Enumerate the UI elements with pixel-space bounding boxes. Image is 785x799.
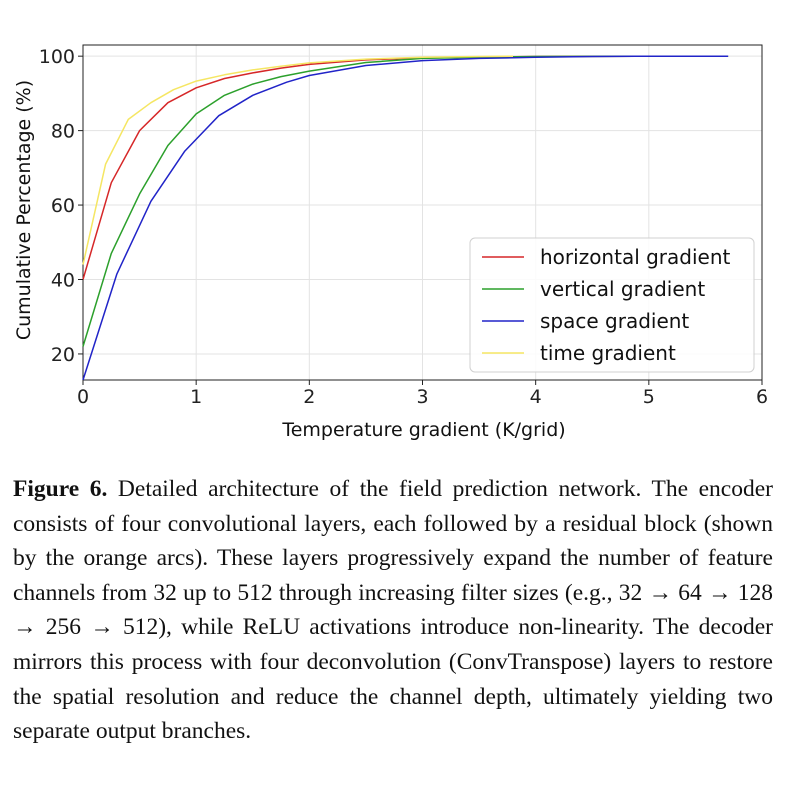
y-tick-label: 40 bbox=[51, 270, 75, 292]
y-tick-label: 60 bbox=[51, 195, 75, 217]
x-tick-label: 4 bbox=[530, 386, 542, 408]
x-tick-label: 2 bbox=[303, 386, 315, 408]
y-tick-label: 100 bbox=[39, 46, 75, 68]
legend: horizontal gradient vertical gradient spac… bbox=[469, 237, 755, 373]
series-line-2 bbox=[82, 55, 729, 347]
y-tick-label: 80 bbox=[51, 121, 75, 143]
legend-label: vertical gradient bbox=[540, 277, 705, 301]
x-tick-label: 3 bbox=[416, 386, 428, 408]
tick-labels: 0 1 2 3 4 5 6 20 40 60 80 100 bbox=[39, 46, 768, 408]
legend-label: space gradient bbox=[540, 309, 689, 333]
x-tick-label: 1 bbox=[190, 386, 202, 408]
figure-chart: 0 1 2 3 4 5 6 20 40 60 80 100 Temperature gradient … bbox=[13, 44, 768, 441]
legend-label: horizontal gradient bbox=[540, 245, 731, 269]
figure-caption: Figure 6. Detailed architecture of the f… bbox=[13, 472, 773, 749]
legend-box bbox=[469, 237, 755, 373]
x-tick-label: 5 bbox=[643, 386, 655, 408]
x-tick-label: 0 bbox=[77, 386, 89, 408]
y-axis-label: Cumulative Percentage (%) bbox=[13, 80, 35, 340]
series-line-3 bbox=[82, 55, 729, 381]
series-lines bbox=[82, 55, 729, 381]
caption-label: Figure 6. bbox=[13, 476, 108, 502]
y-tick-label: 20 bbox=[51, 344, 75, 366]
line-chart: 0 1 2 3 4 5 6 20 40 60 80 100 Temperature gradient … bbox=[13, 44, 768, 441]
caption-text: Detailed architecture of the field predi… bbox=[13, 476, 773, 745]
x-tick-label: 6 bbox=[756, 386, 768, 408]
x-axis-label: Temperature gradient (K/grid) bbox=[281, 419, 565, 441]
legend-label: time gradient bbox=[540, 341, 676, 365]
series-line-4 bbox=[82, 55, 514, 265]
